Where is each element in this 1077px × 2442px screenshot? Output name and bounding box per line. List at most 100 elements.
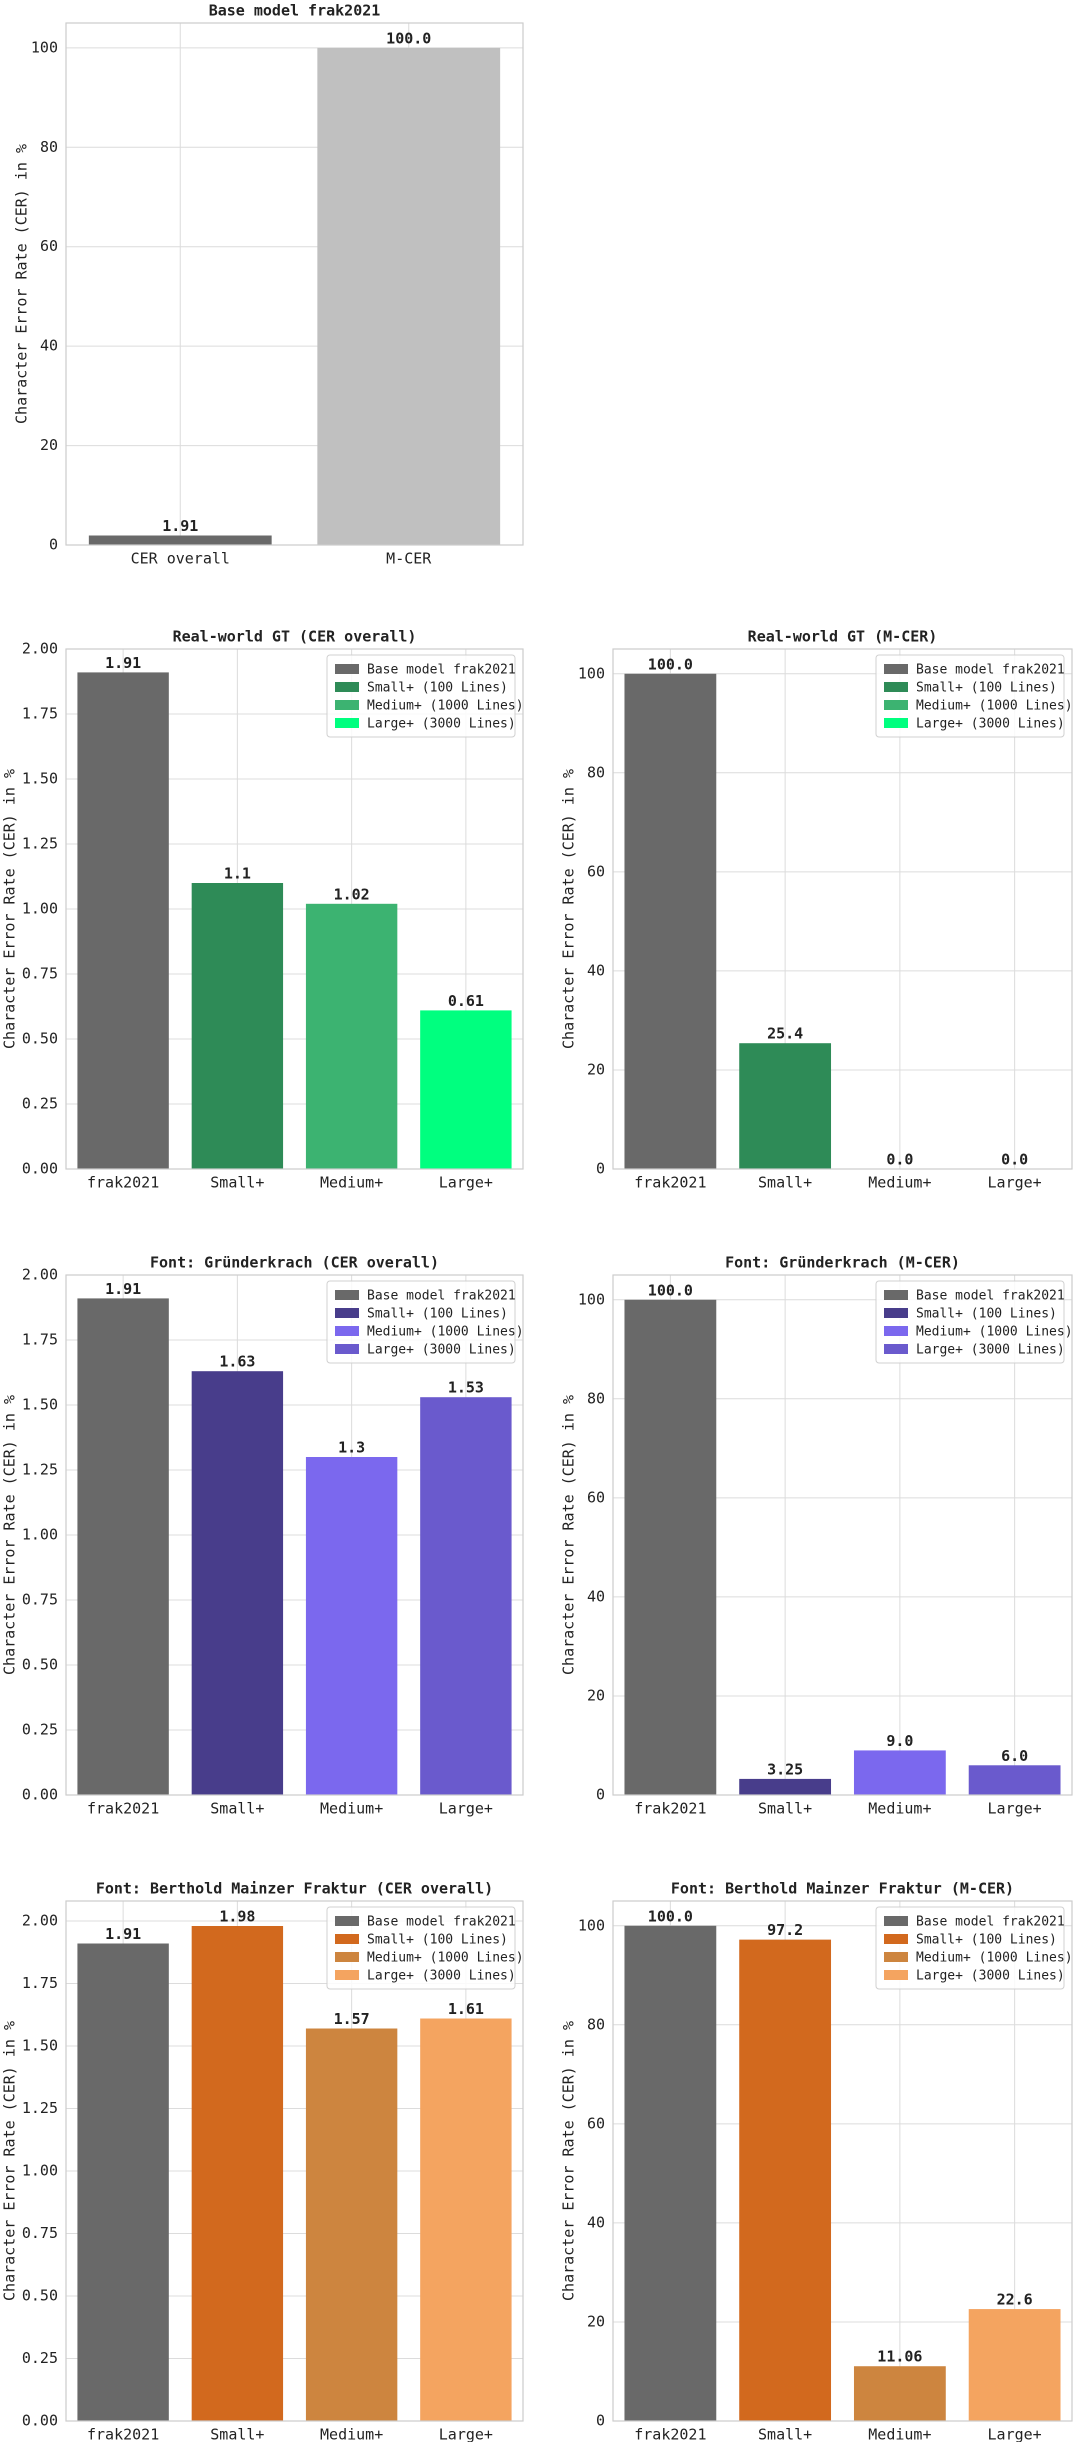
value-label: 1.02 (334, 885, 370, 903)
x-tick-label: M-CER (386, 550, 432, 568)
bar (317, 47, 501, 545)
x-tick-label: frak2021 (87, 2426, 159, 2442)
value-label: 9.0 (886, 1732, 913, 1750)
chart-title: Font: Berthold Mainzer Fraktur (CER over… (96, 1880, 493, 1898)
y-tick-label: 80 (587, 2015, 605, 2033)
x-tick-label: Small+ (210, 1174, 264, 1192)
y-axis-label: Character Error Rate (CER) in % (560, 1395, 578, 1675)
bar (624, 1925, 717, 2421)
legend-swatch (884, 682, 908, 692)
value-label: 1.91 (105, 654, 141, 672)
legend-entry: Large+ (3000 Lines) (916, 717, 1065, 732)
y-tick-label: 100 (31, 38, 58, 56)
bar (88, 535, 272, 545)
legend-entry: Base model frak2021 (916, 1915, 1065, 1930)
chart-title: Font: Berthold Mainzer Fraktur (M-CER) (671, 1880, 1014, 1898)
chart-title: Font: Gründerkrach (CER overall) (150, 1254, 439, 1272)
legend-swatch (335, 1344, 359, 1354)
y-tick-label: 1.00 (22, 2162, 58, 2180)
legend-swatch (335, 1290, 359, 1300)
value-label: 1.91 (162, 517, 198, 535)
x-tick-label: Small+ (758, 1174, 812, 1192)
x-tick-label: frak2021 (634, 2426, 706, 2442)
legend-swatch (884, 1934, 908, 1944)
legend-box (326, 1280, 516, 1364)
legend-swatch (335, 682, 359, 692)
bar (191, 1926, 284, 2421)
y-tick-label: 0.00 (22, 1160, 58, 1178)
bar (77, 1943, 169, 2421)
y-tick-label: 0 (596, 2412, 605, 2430)
axes-frame (65, 1274, 524, 1796)
y-tick-label: 0.25 (22, 2349, 58, 2367)
y-tick-label: 0.25 (22, 1095, 58, 1113)
y-tick-label: 60 (587, 862, 605, 880)
axes-frame (612, 648, 1073, 1170)
y-tick-label: 40 (40, 337, 58, 355)
legend-box (326, 1906, 516, 1990)
legend-swatch (335, 718, 359, 728)
value-label: 1.61 (448, 2000, 484, 2018)
bar (77, 672, 169, 1169)
value-label: 0.0 (886, 1151, 913, 1169)
legend-entry: Base model frak2021 (367, 1289, 516, 1304)
y-tick-label: 0.75 (22, 1591, 58, 1609)
legend-entry: Medium+ (1000 Lines) (916, 1325, 1073, 1340)
legend-swatch (335, 1934, 359, 1944)
x-tick-label: Large+ (988, 1174, 1042, 1192)
bar (305, 903, 398, 1169)
bar (853, 1750, 946, 1795)
legend-entry: Large+ (3000 Lines) (916, 1343, 1065, 1358)
legend-swatch (884, 1308, 908, 1318)
x-tick-label: Large+ (988, 1800, 1042, 1818)
legend-entry: Large+ (3000 Lines) (367, 1969, 516, 1984)
legend-swatch (884, 1952, 908, 1962)
y-tick-label: 0.25 (22, 1721, 58, 1739)
legend-swatch (884, 1326, 908, 1336)
x-tick-label: Large+ (988, 2426, 1042, 2442)
y-tick-label: 1.50 (22, 2037, 58, 2055)
chart-title: Base model frak2021 (209, 2, 381, 20)
x-tick-label: Large+ (439, 1800, 493, 1818)
chart-panel: Real-world GT (CER overall) frak2021 Small… (1, 628, 524, 1192)
y-tick-label: 0.00 (22, 1786, 58, 1804)
value-label: 100.0 (386, 29, 431, 47)
legend-entry: Base model frak2021 (916, 1289, 1065, 1304)
x-tick-label: Small+ (758, 2426, 812, 2442)
x-tick-label: frak2021 (634, 1800, 706, 1818)
legend-box (875, 654, 1065, 738)
y-tick-label: 40 (587, 1587, 605, 1605)
legend-entry: Small+ (100 Lines) (367, 1933, 508, 1948)
bar (420, 1010, 512, 1169)
y-tick-label: 20 (587, 1686, 605, 1704)
chart-title: Real-world GT (CER overall) (173, 628, 417, 646)
legend-swatch (335, 1308, 359, 1318)
y-tick-label: 1.25 (22, 835, 58, 853)
value-label: 100.0 (648, 1907, 693, 1925)
y-tick-label: 40 (587, 961, 605, 979)
legend-entry: Large+ (3000 Lines) (367, 717, 516, 732)
y-tick-label: 100 (578, 1290, 605, 1308)
x-tick-label: frak2021 (87, 1174, 159, 1192)
legend-swatch (335, 664, 359, 674)
y-tick-label: 0 (596, 1786, 605, 1804)
y-tick-label: 1.25 (22, 1461, 58, 1479)
legend-box (875, 1906, 1065, 1990)
legend-swatch (884, 718, 908, 728)
x-tick-label: Small+ (758, 1800, 812, 1818)
legend-swatch (335, 1970, 359, 1980)
value-label: 11.06 (877, 2348, 922, 2366)
y-tick-label: 0.00 (22, 2412, 58, 2430)
y-axis-label: Character Error Rate (CER) in % (560, 2021, 578, 2301)
x-tick-label: Medium+ (320, 1174, 383, 1192)
y-tick-label: 0.50 (22, 1656, 58, 1674)
bar (739, 1043, 832, 1169)
axes-frame (612, 1900, 1073, 2422)
chart-panel: Font: Berthold Mainzer Fraktur (CER over… (1, 1880, 524, 2442)
y-tick-label: 80 (587, 763, 605, 781)
y-tick-label: 2.00 (22, 1266, 58, 1284)
y-tick-label: 0 (49, 536, 58, 554)
y-tick-label: 40 (587, 2213, 605, 2231)
value-label: 1.91 (105, 1280, 141, 1298)
